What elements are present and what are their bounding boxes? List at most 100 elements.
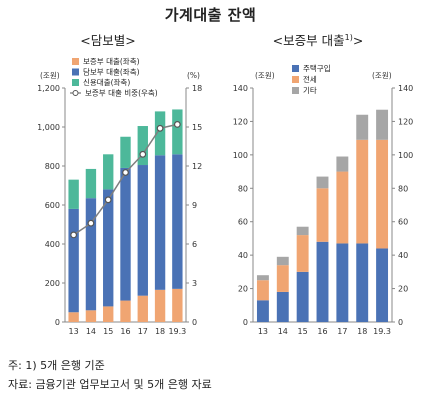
bar-segment bbox=[120, 300, 131, 322]
x-tick-label: 16 bbox=[317, 327, 327, 336]
legend-label: 보증부 대출(좌축) bbox=[83, 56, 140, 66]
x-tick-label: 16 bbox=[120, 327, 130, 336]
bar-segment bbox=[356, 139, 369, 244]
left-axis-tick-label: 600 bbox=[45, 201, 60, 210]
right-axis-tick-label: 3 bbox=[192, 279, 197, 288]
bar-segment bbox=[276, 291, 289, 322]
right-chart-title-suffix: > bbox=[352, 33, 364, 48]
legend-line-marker bbox=[72, 90, 79, 96]
bar-segment bbox=[137, 165, 148, 296]
bar-segment bbox=[85, 168, 97, 199]
line-series-point bbox=[104, 196, 112, 204]
legend-swatch bbox=[72, 58, 79, 65]
bar-segment bbox=[154, 289, 166, 322]
line-series-point bbox=[173, 120, 181, 128]
legend-swatch bbox=[292, 65, 299, 72]
bar-segment bbox=[316, 188, 329, 242]
bar-segment bbox=[256, 300, 269, 322]
legend-label: 신용대출(좌축) bbox=[83, 77, 130, 87]
legend-swatch bbox=[72, 79, 79, 86]
bar-segment bbox=[316, 241, 329, 322]
line-series-point bbox=[139, 150, 147, 158]
left-axis-unit: (조원) bbox=[255, 71, 275, 80]
bar-segment bbox=[276, 256, 289, 266]
right-axis-tick-label: 140 bbox=[398, 84, 413, 93]
bar-segment bbox=[154, 111, 166, 156]
right-axis-tick-label: 60 bbox=[398, 218, 408, 227]
left-axis-tick-label: 40 bbox=[238, 251, 248, 260]
line-series-point bbox=[122, 169, 129, 176]
left-axis-tick-label: 120 bbox=[233, 117, 248, 126]
source-note: 자료: 금융기관 업무보고서 및 5개 은행 자료 bbox=[8, 378, 212, 391]
right-axis-unit: (%) bbox=[187, 71, 200, 80]
bar-segment bbox=[103, 154, 114, 190]
x-tick-label: 18 bbox=[155, 327, 165, 336]
bar-segment bbox=[68, 312, 79, 322]
right-axis-tick-label: 20 bbox=[398, 285, 408, 294]
left-axis-tick-label: 20 bbox=[238, 285, 248, 294]
legend-label: 보증부 대출 비중(우축) bbox=[85, 88, 158, 98]
x-tick-label: 19.3 bbox=[168, 327, 186, 336]
x-tick-label: 19.3 bbox=[373, 327, 391, 336]
bar-segment bbox=[296, 235, 309, 272]
bar-segment bbox=[85, 198, 97, 311]
x-tick-label: 18 bbox=[357, 327, 367, 336]
left-axis-tick-label: 800 bbox=[45, 162, 60, 171]
bar-segment bbox=[376, 248, 389, 322]
left-axis-tick-label: 100 bbox=[233, 151, 248, 160]
main-title: 가계대출 잔액 bbox=[164, 6, 257, 24]
x-tick-label: 13 bbox=[258, 327, 268, 336]
bar-segment bbox=[68, 208, 79, 313]
x-tick-label: 15 bbox=[298, 327, 308, 336]
bar-segment bbox=[336, 171, 349, 244]
x-tick-label: 13 bbox=[69, 327, 79, 336]
right-chart-title-sup: 1) bbox=[344, 32, 353, 42]
bar-segment bbox=[103, 306, 114, 322]
line-series-point bbox=[87, 219, 95, 227]
left-axis-tick-label: 140 bbox=[233, 84, 248, 93]
bar-segment bbox=[172, 154, 183, 289]
right-axis-tick-label: 100 bbox=[398, 151, 413, 160]
bar-segment bbox=[154, 155, 166, 290]
right-axis-tick-label: 80 bbox=[398, 184, 408, 193]
x-tick-label: 17 bbox=[138, 327, 148, 336]
right-axis-tick-label: 9 bbox=[192, 201, 197, 210]
right-axis-tick-label: 6 bbox=[192, 240, 197, 249]
right-chart-title-text: <보증부 대출 bbox=[272, 33, 345, 48]
right-axis-tick-label: 120 bbox=[398, 117, 413, 126]
x-tick-label: 15 bbox=[103, 327, 113, 336]
bar-segment bbox=[336, 243, 349, 322]
bar-segment bbox=[172, 109, 183, 155]
bar-segment bbox=[336, 156, 349, 172]
left-axis-tick-label: 60 bbox=[238, 218, 248, 227]
right-axis-tick-label: 12 bbox=[192, 162, 202, 171]
left-axis-tick-label: 0 bbox=[243, 318, 248, 327]
left-axis-tick-label: 80 bbox=[238, 184, 248, 193]
left-chart-title: <담보별> bbox=[80, 33, 136, 48]
left-axis-tick-label: 1,200 bbox=[37, 84, 60, 93]
bar-segment bbox=[68, 179, 79, 209]
bar-segment bbox=[103, 189, 114, 307]
right-axis-tick-label: 0 bbox=[398, 318, 403, 327]
bar-segment bbox=[296, 226, 309, 236]
bar-segment bbox=[376, 139, 389, 249]
bar-segment bbox=[85, 310, 97, 322]
bar-segment bbox=[316, 176, 329, 189]
right-axis-tick-label: 18 bbox=[192, 84, 202, 93]
left-axis-tick-label: 200 bbox=[45, 279, 60, 288]
right-axis-tick-label: 15 bbox=[192, 123, 202, 132]
left-axis-tick-label: 400 bbox=[45, 240, 60, 249]
bar-segment bbox=[137, 295, 148, 322]
legend-swatch bbox=[72, 68, 79, 76]
bar-segment bbox=[172, 288, 183, 322]
x-tick-label: 14 bbox=[278, 327, 288, 336]
legend-label: 담보부 대출(좌축) bbox=[83, 67, 140, 77]
left-axis-tick-label: 0 bbox=[55, 318, 60, 327]
bar-segment bbox=[137, 126, 148, 166]
legend-swatch bbox=[292, 76, 299, 83]
bar-segment bbox=[120, 136, 131, 168]
bar-segment bbox=[256, 280, 269, 301]
bar-segment bbox=[296, 271, 309, 322]
bar-segment bbox=[276, 265, 289, 292]
